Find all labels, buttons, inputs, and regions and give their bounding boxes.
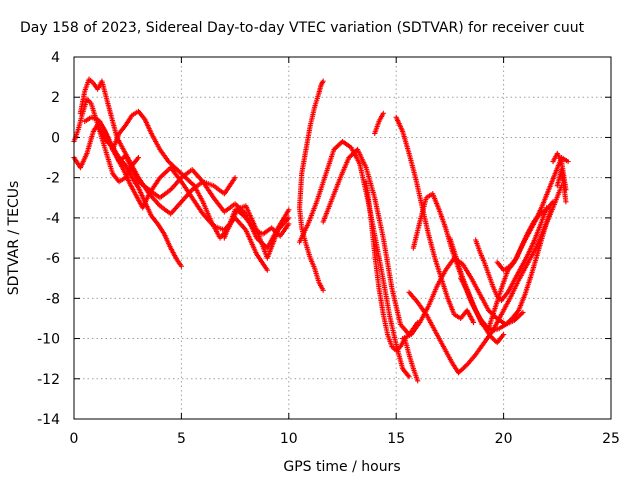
x-tick-label: 25 xyxy=(602,431,620,447)
y-tick-labels: -14 -12 -10 -8 -6 -4 -2 0 2 4 xyxy=(37,50,60,428)
data-point xyxy=(501,331,507,338)
x-tick-label: 20 xyxy=(495,431,513,447)
data-point xyxy=(470,319,477,326)
series-arc-19 xyxy=(494,154,571,273)
y-tick-label: -14 xyxy=(37,412,60,428)
x-tick-label: 5 xyxy=(177,431,186,447)
series-arc-8 xyxy=(296,138,412,380)
x-tick-label: 10 xyxy=(280,431,298,447)
data-point xyxy=(520,309,526,316)
data-point xyxy=(286,207,292,213)
chart-title: Day 158 of 2023, Sidereal Day-to-day VTE… xyxy=(20,20,585,36)
series-arc-6 xyxy=(97,126,292,251)
data-point xyxy=(286,221,292,227)
series-arc-13 xyxy=(400,255,526,342)
data-point xyxy=(135,154,142,161)
y-tick-label: -4 xyxy=(46,211,60,227)
data-point xyxy=(320,287,326,293)
grid xyxy=(74,57,611,419)
x-tick-label: 15 xyxy=(387,431,405,447)
x-axis-label: GPS time / hours xyxy=(283,459,400,475)
y-tick-label: -2 xyxy=(46,171,60,187)
data-point xyxy=(380,110,386,116)
data-point xyxy=(232,175,238,181)
data-point xyxy=(563,199,569,205)
data-point xyxy=(264,267,270,273)
y-tick-label: 2 xyxy=(51,90,60,106)
data-point xyxy=(548,207,554,213)
data-point xyxy=(543,205,550,211)
data-point xyxy=(550,199,556,205)
data-point xyxy=(565,158,571,165)
data-point xyxy=(178,263,184,269)
series-arc-22 xyxy=(221,203,292,261)
series-arc-17 xyxy=(458,207,554,334)
plot-frame xyxy=(73,56,612,420)
y-tick-label: -12 xyxy=(37,372,60,388)
y-tick-label: -8 xyxy=(46,291,60,307)
x-tick-label: 0 xyxy=(70,431,79,447)
series-arc-18 xyxy=(473,205,550,303)
y-tick-label: -6 xyxy=(46,251,60,267)
data-point xyxy=(286,215,292,221)
data-points xyxy=(71,76,571,384)
x-tick-labels: 0 5 10 15 20 25 xyxy=(70,431,620,447)
y-axis-label: SDTVAR / TECUs xyxy=(6,181,22,296)
y-tick-label: -10 xyxy=(37,332,60,348)
data-point xyxy=(415,378,421,384)
y-tick-label: 4 xyxy=(51,50,60,66)
series-arc-9 xyxy=(320,146,421,338)
y-tick-label: 0 xyxy=(51,130,60,146)
axis-ticks xyxy=(73,56,612,420)
series-arc-11 xyxy=(372,110,386,137)
data-point xyxy=(406,374,412,380)
series-arc-21 xyxy=(554,167,569,205)
